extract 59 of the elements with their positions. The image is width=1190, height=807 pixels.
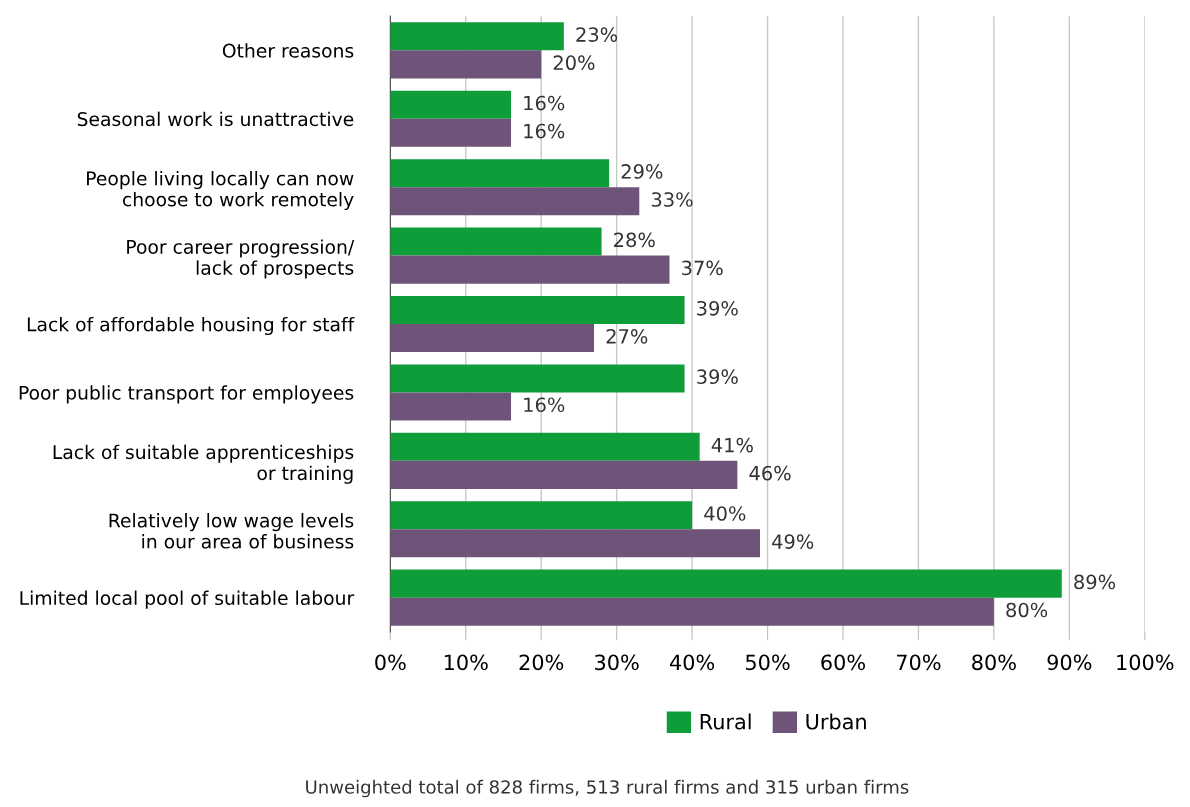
x-tick-label: 70% [897, 654, 941, 671]
y-tick-label: Relatively low wage levels in our area of business [109, 513, 354, 549]
data-label: 40% [704, 506, 746, 521]
bar [390, 392, 512, 421]
x-tick-label: 50% [746, 654, 790, 671]
x-tick-label: 10% [444, 654, 488, 671]
data-label: 16% [524, 397, 565, 413]
bar [390, 324, 595, 353]
data-label: 28% [614, 232, 655, 248]
bar [390, 569, 1062, 598]
x-tick-label: 100% [1117, 654, 1174, 671]
data-label: 41% [711, 437, 753, 453]
data-label: 27% [606, 328, 648, 344]
y-tick-label: Poor career progression/ lack of prospects [127, 239, 355, 279]
data-label: 39% [697, 369, 738, 385]
x-tick-label: 20% [519, 654, 564, 671]
data-label: 29% [621, 164, 663, 179]
bar [390, 432, 700, 461]
y-tick-label: Seasonal work is unattractive [77, 111, 354, 127]
x-tick-label: 90% [1047, 654, 1092, 671]
data-label: 89% [1074, 574, 1116, 590]
y-tick-label: Other reasons [222, 43, 354, 58]
x-tick-label: 0% [375, 654, 406, 671]
x-tick-label: 80% [972, 654, 1016, 671]
y-tick-label: Lack of suitable apprenticeships or training [53, 444, 354, 484]
bar [390, 118, 512, 147]
bar [390, 295, 685, 325]
bar [390, 529, 761, 558]
bar [390, 501, 693, 530]
data-label: 16% [524, 95, 565, 111]
bar [390, 227, 602, 256]
legend-label: Rural [700, 713, 751, 730]
data-label: 49% [772, 534, 814, 549]
x-tick-label: 30% [595, 654, 639, 671]
x-tick-label: 60% [821, 654, 865, 671]
data-label: 80% [1006, 602, 1048, 618]
text: Unweighted total of 828 firms, 513 rural firms and 315 urban firms [306, 779, 909, 798]
legend-label: Urban [806, 713, 866, 730]
bar [390, 159, 610, 188]
data-label: 16% [524, 123, 565, 139]
data-label: 20% [553, 55, 595, 71]
data-label: 37% [682, 260, 723, 276]
bar [390, 187, 640, 216]
y-tick-label: Limited local pool of suitable labour [20, 590, 355, 609]
y-tick-label: People living locally can now choose to work remotely [87, 170, 354, 211]
data-label: 39% [697, 300, 738, 316]
bar [390, 255, 670, 284]
data-label: 46% [749, 465, 791, 481]
bar [390, 50, 542, 79]
bar [390, 90, 512, 119]
data-label: 33% [651, 192, 693, 207]
bar [390, 597, 994, 626]
y-tick-label: Poor public transport for employees [19, 385, 354, 404]
x-tick-label: 40% [669, 654, 715, 671]
bar [390, 460, 738, 489]
data-label: 23% [576, 27, 618, 42]
y-tick-label: Lack of affordable housing for staff [27, 316, 355, 336]
bar [390, 22, 564, 51]
bar [390, 364, 685, 393]
